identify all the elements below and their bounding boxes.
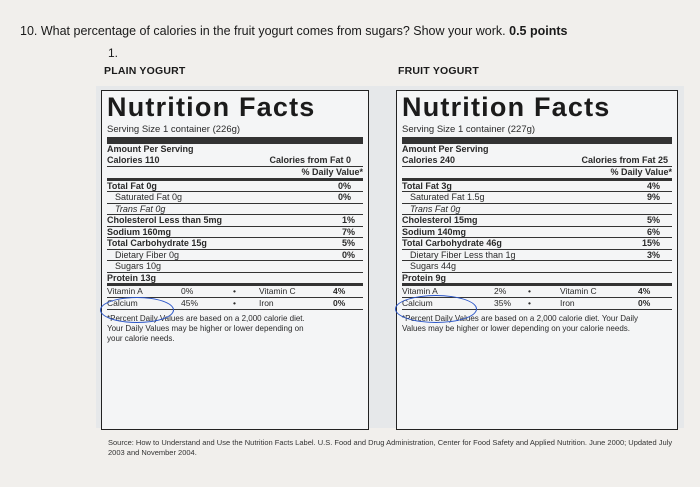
fruit-yogurt-heading: FRUIT YOGURT [398, 65, 479, 77]
source-citation: Source: How to Understand and Use the Nu… [108, 438, 673, 457]
plain-row-total-carbohydrate: Total Carbohydrate 15g 5% [107, 238, 363, 250]
plain-calories-from-fat: Calories from Fat 0 [269, 155, 351, 165]
fruit-calories-row: Calories 240 Calories from Fat 25 [402, 155, 672, 167]
plain-row-protein: Protein 13g [107, 273, 363, 286]
plain-row-sugars: Sugars 10g [107, 261, 363, 273]
fruit-nutrition-label: Nutrition Facts Serving Size 1 container… [396, 90, 678, 430]
fruit-row-cholesterol: Cholesterol 15mg 5% [402, 215, 672, 227]
answer-number: 1. [108, 46, 119, 60]
plain-yogurt-heading: PLAIN YOGURT [104, 65, 186, 77]
plain-calories-row: Calories 110 Calories from Fat 0 [107, 155, 363, 167]
plain-serving-size: Serving Size 1 container (226g) [107, 124, 363, 144]
plain-row-trans-fat: Trans Fat 0g [107, 204, 363, 215]
fruit-row-protein: Protein 9g [402, 273, 672, 286]
plain-nutrition-label: Nutrition Facts Serving Size 1 container… [101, 90, 369, 430]
fruit-label-title: Nutrition Facts [402, 92, 611, 122]
question-text: 10. What percentage of calories in the f… [20, 24, 568, 38]
fruit-serving-size: Serving Size 1 container (227g) [402, 124, 672, 144]
fruit-footnote: *Percent Daily Values are based on a 2,0… [402, 314, 638, 333]
plain-row-saturated-fat: Saturated Fat 0g 0% [107, 192, 363, 204]
fruit-row-dietary-fiber: Dietary Fiber Less than 1g 3% [402, 250, 672, 261]
plain-footnote: *Percent Daily Values are based on a 2,0… [107, 314, 305, 343]
plain-vitamin-row: Vitamin A 0% • Vitamin C 4% [107, 286, 363, 298]
plain-sugars-protein-annotation [100, 297, 174, 323]
fruit-row-sugars: Sugars 44g [402, 261, 672, 273]
plain-row-dietary-fiber: Dietary Fiber 0g 0% [107, 250, 363, 261]
fruit-vitamin-row: Vitamin A 2% • Vitamin C 4% [402, 286, 672, 298]
fruit-sugars-protein-annotation [395, 295, 477, 323]
plain-row-total-fat: Total Fat 0g 0% [107, 181, 363, 192]
plain-calories: Calories 110 [107, 155, 160, 165]
plain-dv-header: % Daily Value* [301, 166, 363, 177]
plain-row-sodium: Sodium 160mg 7% [107, 227, 363, 238]
fruit-amount-per-serving: Amount Per Serving [402, 144, 489, 154]
fruit-dv-header: % Daily Value* [610, 166, 672, 177]
fruit-row-trans-fat: Trans Fat 0g [402, 204, 672, 215]
fruit-row-total-fat: Total Fat 3g 4% [402, 181, 672, 192]
points-value: 0.5 points [509, 24, 568, 38]
plain-amount-per-serving: Amount Per Serving [107, 144, 194, 154]
fruit-calories: Calories 240 [402, 155, 456, 165]
plain-label-title: Nutrition Facts [107, 92, 316, 122]
fruit-row-total-carbohydrate: Total Carbohydrate 46g 15% [402, 238, 672, 250]
fruit-row-saturated-fat: Saturated Fat 1.5g 9% [402, 192, 672, 204]
fruit-row-sodium: Sodium 140mg 6% [402, 227, 672, 238]
fruit-calories-from-fat: Calories from Fat 25 [581, 155, 668, 165]
plain-row-cholesterol: Cholesterol Less than 5mg 1% [107, 215, 363, 227]
